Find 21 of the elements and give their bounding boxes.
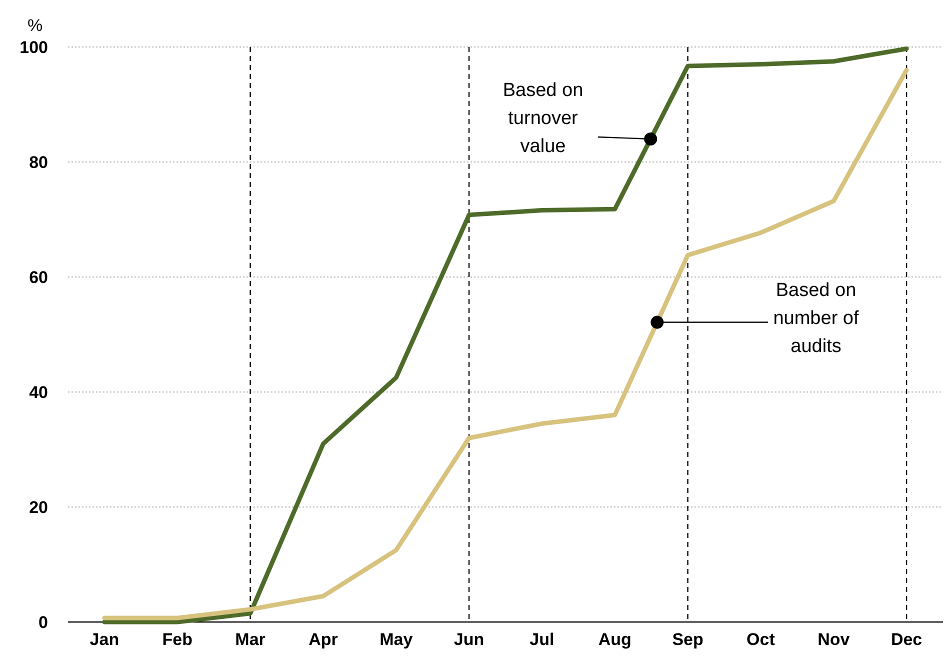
x-tick-label: Dec	[890, 630, 922, 649]
y-tick-label: 80	[29, 152, 48, 172]
y-tick-label: 60	[29, 268, 48, 287]
x-tick-label: Oct	[746, 630, 776, 649]
text: Based on number of audits	[773, 280, 860, 357]
x-tick-label: Jul	[530, 630, 554, 649]
y-tick-label: 0	[38, 612, 48, 632]
x-tick-label: Feb	[162, 630, 192, 649]
x-tick-label: May	[380, 630, 414, 649]
x-tick-label: Apr	[308, 630, 338, 649]
text: Based on turnover value	[502, 80, 584, 157]
x-tick-label: Aug	[598, 630, 632, 649]
y-tick-label: 100	[20, 38, 48, 57]
x-tick-label: Jan	[90, 630, 120, 649]
x-tick-label: Jun	[454, 630, 484, 649]
y-tick-label: 40	[29, 382, 48, 402]
x-tick-label: Nov	[818, 630, 850, 649]
y-axis-title: %	[27, 16, 43, 35]
x-tick-label: Mar	[235, 630, 266, 649]
x-tick-label: Sep	[672, 630, 704, 649]
y-tick-label: 20	[29, 498, 48, 517]
